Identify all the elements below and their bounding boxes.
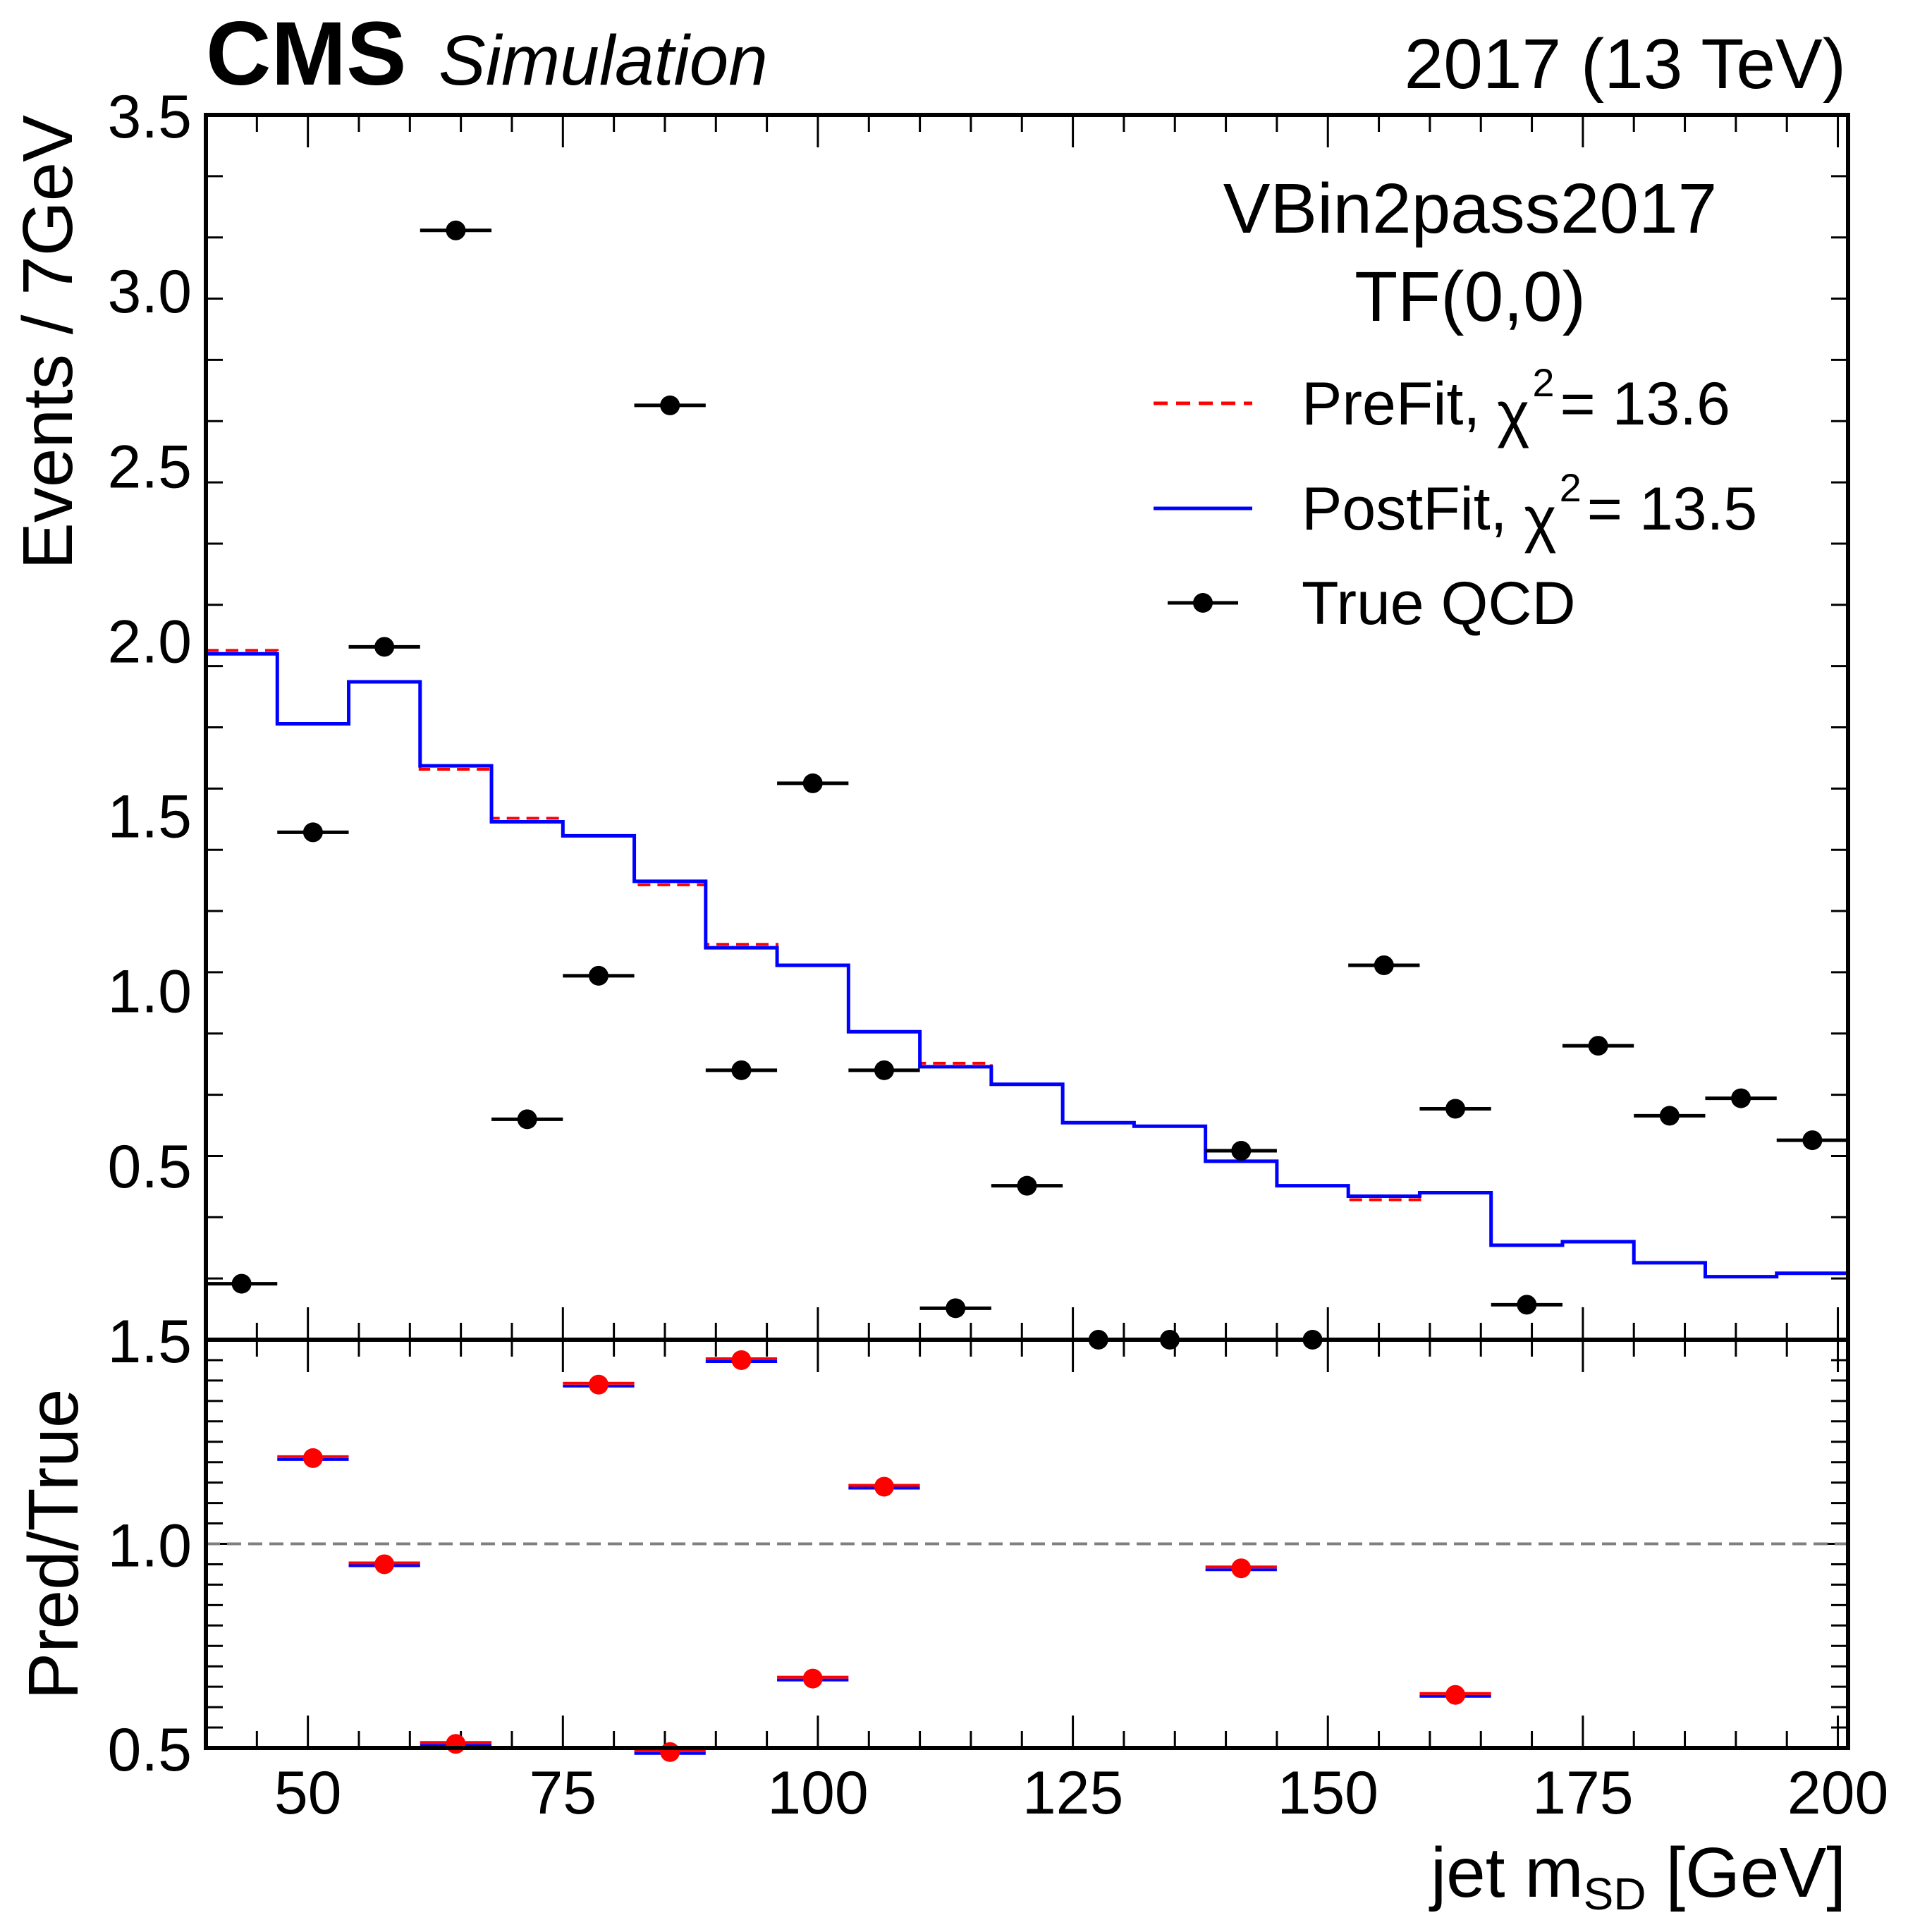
legend-prefit-text: PreFit, χ2= 13.6 [1302,360,1730,448]
ratio-panel: 0.5 1.0 1.5 [107,1308,1850,1784]
legend-prefit-chi: χ [1497,379,1529,448]
ratio-y-tick-label: 1.0 [107,1512,192,1580]
ratio-points [277,1350,1491,1762]
x-tick-label: 50 [274,1759,342,1827]
top-y-tick-label: 2.0 [107,608,192,675]
true-qcd-point [731,1060,752,1080]
legend-postfit-text: PostFit, χ2= 13.5 [1302,465,1757,554]
top-y-tick-label: 1.0 [107,958,192,1026]
ratio-point [374,1554,395,1575]
postfit-histogram [206,652,1848,1279]
lumi-label: 2017 (13 TeV) [1405,25,1846,104]
main-panel: 0.5 1.0 1.5 2.0 2.5 3.0 3.5 [107,83,1850,1350]
true-qcd-point [374,637,395,657]
x-tick-label: 100 [767,1759,869,1827]
true-qcd-point [1017,1175,1037,1196]
true-qcd-point [1588,1036,1608,1056]
ratio-point [731,1350,752,1370]
legend-postfit-chi2-value: = 13.5 [1587,475,1758,543]
ratio-point [588,1374,609,1395]
top-y-tick-label: 3.5 [107,83,192,151]
legend-true-text: True QCD [1302,570,1576,637]
legend-postfit-name: PostFit, [1302,475,1524,543]
legend-postfit-chi: χ [1524,484,1556,554]
ratio-point [1231,1558,1252,1579]
true-qcd-point [446,220,466,240]
legend-prefit-chi2-value: = 13.6 [1560,370,1731,438]
top-y-tick-label: 2.5 [107,433,192,501]
top-panel-ticks [204,114,1848,1341]
ratio-point [446,1734,466,1754]
simulation-label: Simulation [439,21,768,100]
true-qcd-point [1231,1141,1252,1161]
legend: VBin2pass2017 TF(0,0) PreFit, χ2= 13.6 P… [1154,169,1757,637]
top-y-tick-label: 1.5 [107,783,192,851]
true-qcd-point [1659,1106,1680,1126]
true-qcd-point [1445,1099,1466,1119]
legend-prefit-chi-power: 2 [1532,360,1554,405]
x-tick-label: 175 [1532,1759,1634,1827]
true-qcd-point [302,822,323,843]
x-axis-title-unit: [GeV] [1646,1833,1846,1912]
true-qcd-point [802,773,823,793]
ratio-point [302,1448,323,1468]
true-qcd-point [874,1060,894,1080]
true-qcd-point [1374,955,1394,975]
x-tick-label: 75 [529,1759,597,1827]
x-tick-label: 125 [1022,1759,1124,1827]
postfit-step-line [206,652,1848,1279]
x-tick-label: 150 [1277,1759,1378,1827]
ratio-point [874,1476,894,1497]
true-qcd-point [1802,1130,1823,1151]
legend-title-line1: VBin2pass2017 [1223,169,1718,248]
top-y-axis-title: Events / 7GeV [8,115,87,570]
true-qcd-point [1517,1295,1537,1315]
top-y-tick-label: 3.0 [107,258,192,326]
x-axis-title-main: jet m [1429,1833,1584,1912]
true-qcd-point [517,1109,537,1130]
ratio-panel-y-tick-labels: 0.5 1.0 1.5 [107,1308,192,1784]
cms-label: CMS [206,4,406,104]
top-y-tick-label: 0.5 [107,1133,192,1201]
true-qcd-point [660,395,680,415]
x-axis-title-sub: SD [1584,1869,1646,1919]
legend-title-line2: TF(0,0) [1354,257,1586,336]
x-axis-title: jet mSD [GeV] [1429,1833,1846,1919]
legend-true-marker [1193,593,1213,613]
ratio-panel-frame [204,1338,1850,1750]
ratio-y-axis-title: Pred/True [14,1389,93,1700]
ratio-point [1445,1685,1466,1705]
ratio-point [802,1668,823,1689]
ratio-y-tick-label: 1.5 [107,1308,192,1376]
legend-postfit-chi-power: 2 [1560,465,1582,510]
ratio-y-tick-label: 0.5 [107,1716,192,1784]
top-panel-y-tick-labels: 0.5 1.0 1.5 2.0 2.5 3.0 3.5 [107,83,192,1201]
main-panel-frame [204,113,1850,1342]
true-qcd-point [231,1273,252,1294]
x-tick-labels: 50 75 100 125 150 175 200 [274,1759,1888,1827]
true-qcd-point [946,1298,966,1319]
ratio-point [660,1742,680,1762]
legend-prefit-name: PreFit, [1302,370,1497,438]
x-tick-label: 200 [1787,1759,1889,1827]
true-qcd-point [588,965,609,986]
true-qcd-point [1731,1088,1751,1108]
